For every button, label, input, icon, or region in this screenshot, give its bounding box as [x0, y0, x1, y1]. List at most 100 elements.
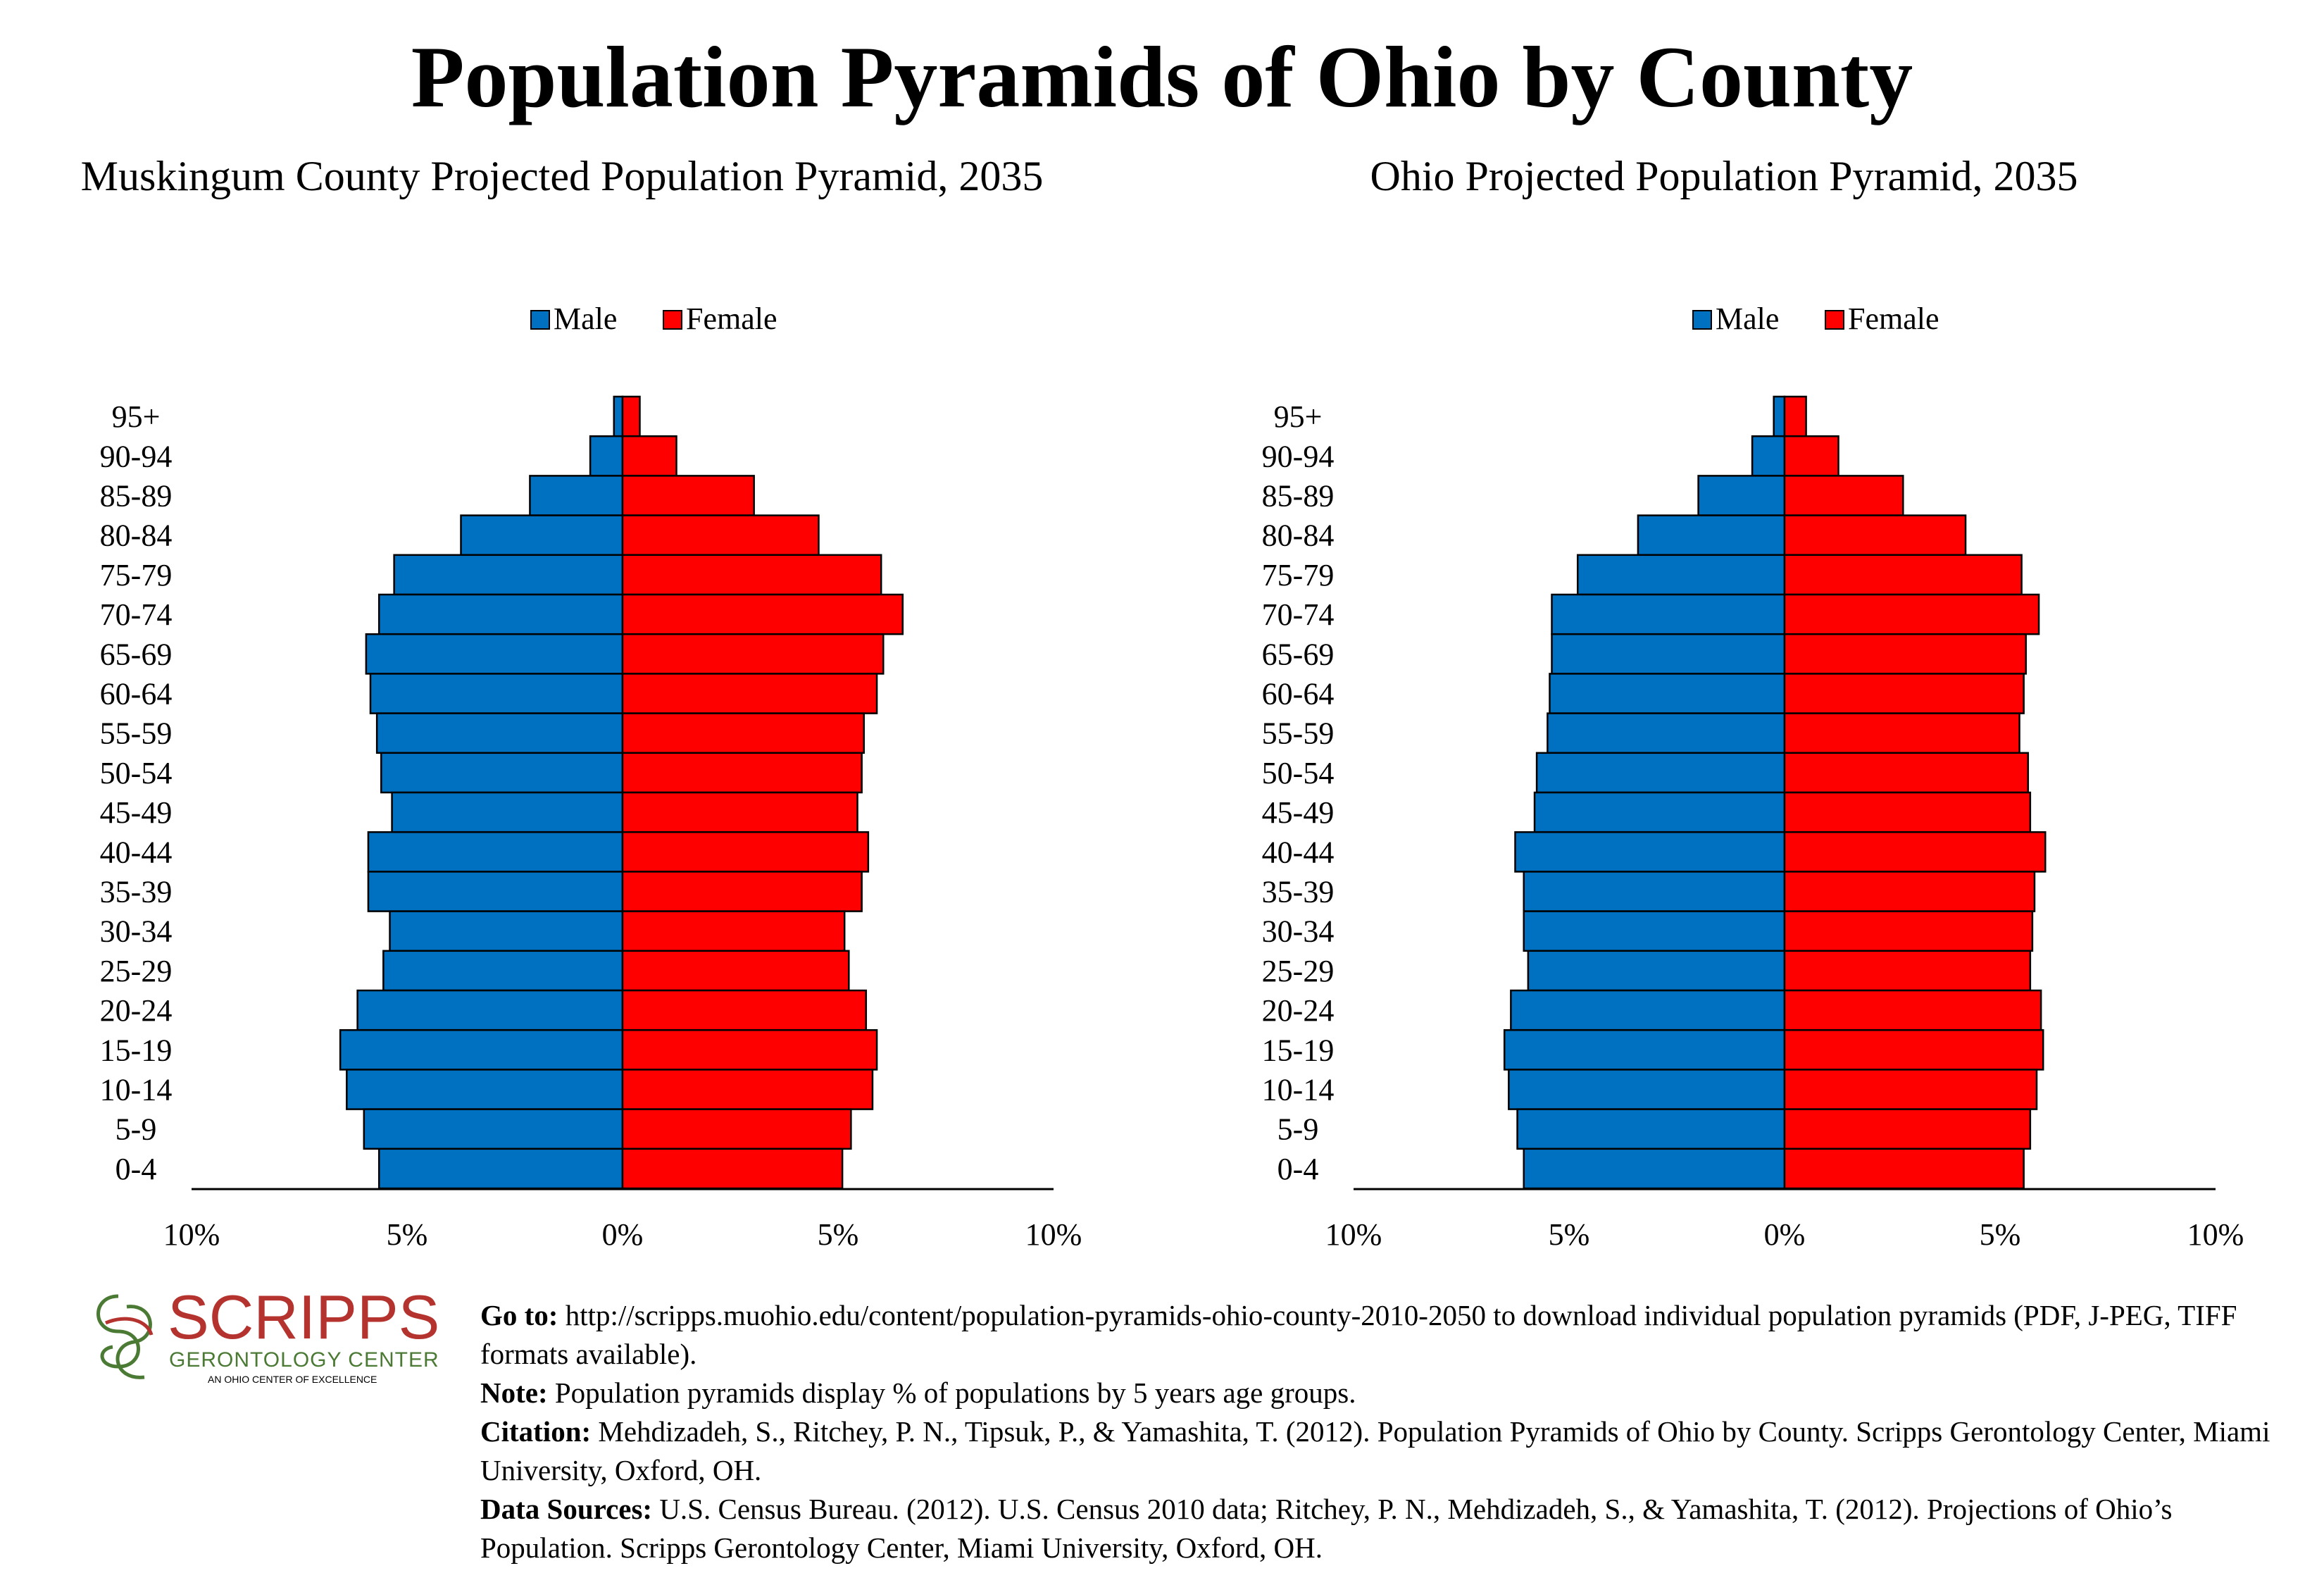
bar-male-70-74: [1551, 593, 1786, 635]
bar-male-55-59: [375, 712, 624, 754]
age-label: 80-84: [100, 518, 173, 553]
bar-female-85-89: [1783, 475, 1904, 516]
age-label: 75-79: [1262, 558, 1335, 592]
bar-male-95+: [1773, 395, 1786, 437]
bar-male-45-49: [1533, 791, 1786, 833]
muskingum-pyramid-chart: Muskingum County Projected Population Py…: [81, 153, 1082, 1252]
bar-male-0-4: [377, 1148, 624, 1190]
age-label: 35-39: [1262, 875, 1335, 909]
bar-female-25-29: [1783, 950, 2032, 992]
bar-male-95+: [613, 395, 624, 437]
legend-swatch-female: [663, 310, 682, 330]
bar-male-30-34: [1523, 910, 1786, 952]
chart-title: Ohio Projected Population Pyramid, 2035: [1370, 153, 2078, 199]
bar-male-10-14: [346, 1069, 624, 1110]
bar-male-25-29: [1527, 950, 1786, 992]
age-label: 95+: [1274, 399, 1323, 434]
bar-female-85-89: [621, 475, 755, 516]
age-label: 30-34: [1262, 914, 1335, 949]
bar-female-0-4: [621, 1148, 844, 1190]
legend-swatch-male: [530, 310, 550, 330]
age-label: 25-29: [100, 954, 173, 988]
ohio-pyramid-chart: Ohio Projected Population Pyramid, 2035 M…: [1262, 153, 2244, 1252]
age-label: 25-29: [1262, 954, 1335, 988]
bar-male-90-94: [589, 435, 624, 477]
age-label: 5-9: [115, 1112, 157, 1147]
bar-female-95+: [1783, 395, 1807, 437]
age-label: 0-4: [1277, 1152, 1319, 1186]
bar-female-5-9: [1783, 1108, 2032, 1150]
sources-line: Data Sources: U.S. Census Bureau. (2012)…: [480, 1490, 2311, 1567]
age-label: 45-49: [100, 795, 173, 830]
bar-male-65-69: [365, 633, 624, 675]
age-label: 75-79: [100, 558, 173, 592]
bar-male-45-49: [391, 791, 624, 833]
citation-text: Mehdizadeh, S., Ritchey, P. N., Tipsuk, …: [480, 1415, 2270, 1486]
bar-female-60-64: [621, 673, 878, 714]
age-label: 90-94: [100, 439, 173, 473]
age-label: 50-54: [1262, 756, 1335, 790]
bar-female-55-59: [1783, 712, 2020, 754]
bar-male-10-14: [1508, 1069, 1786, 1110]
bar-female-25-29: [621, 950, 850, 992]
age-label: 20-24: [1262, 993, 1335, 1028]
age-label: 0-4: [115, 1152, 157, 1186]
bar-female-75-79: [621, 554, 882, 596]
bar-male-35-39: [1523, 871, 1786, 912]
sources-label: Data Sources:: [480, 1493, 653, 1525]
bar-male-20-24: [1510, 989, 1786, 1031]
bar-female-90-94: [1783, 435, 1839, 477]
bar-female-70-74: [1783, 593, 2040, 635]
age-label: 40-44: [1262, 835, 1335, 869]
bar-female-40-44: [621, 831, 870, 873]
goto-line: Go to: http://scripps.muohio.edu/content…: [480, 1296, 2311, 1374]
bar-male-15-19: [339, 1028, 624, 1071]
age-label: 15-19: [100, 1033, 173, 1067]
legend-swatch-male: [1692, 310, 1712, 330]
age-label: 20-24: [100, 993, 173, 1028]
age-label: 55-59: [1262, 716, 1335, 751]
x-tick-label: 5%: [387, 1217, 428, 1252]
x-tick-label: 10%: [163, 1217, 220, 1252]
age-label: 70-74: [100, 597, 173, 632]
age-label: 85-89: [1262, 479, 1335, 514]
bar-female-35-39: [621, 871, 863, 912]
age-label: 65-69: [1262, 637, 1335, 671]
logo-subtitle: GERONTOLOGY CENTER: [169, 1348, 439, 1372]
bar-female-60-64: [1783, 673, 2025, 714]
age-label: 65-69: [100, 637, 173, 671]
bar-female-10-14: [621, 1069, 874, 1110]
age-label: 80-84: [1262, 518, 1335, 553]
bar-male-0-4: [1523, 1148, 1786, 1190]
x-tick-label: 5%: [818, 1217, 859, 1252]
bar-female-35-39: [1783, 871, 2036, 912]
bar-female-0-4: [1783, 1148, 2025, 1190]
bar-female-20-24: [621, 989, 868, 1031]
goto-label: Go to:: [480, 1299, 558, 1331]
legend-label-female: Female: [686, 302, 777, 336]
bar-male-25-29: [382, 950, 624, 992]
bar-female-45-49: [1783, 791, 2032, 833]
age-label: 70-74: [1262, 597, 1335, 632]
bar-male-60-64: [369, 673, 624, 714]
bar-male-80-84: [1637, 514, 1786, 557]
bar-male-85-89: [1697, 475, 1786, 516]
bar-male-60-64: [1549, 673, 1786, 714]
bar-male-40-44: [1514, 831, 1786, 873]
bar-female-90-94: [621, 435, 677, 477]
bar-female-10-14: [1783, 1069, 2038, 1110]
legend-label-male: Male: [1716, 302, 1779, 336]
note-label: Note:: [480, 1376, 548, 1409]
x-tick-label: 0%: [1764, 1217, 1806, 1252]
bar-male-90-94: [1751, 435, 1786, 477]
bar-female-80-84: [1783, 514, 1967, 557]
legend-label-male: Male: [554, 302, 617, 336]
age-label: 60-64: [1262, 677, 1335, 711]
age-label: 35-39: [100, 875, 173, 909]
note-line: Note: Population pyramids display % of p…: [480, 1374, 2311, 1412]
x-tick-label: 5%: [1980, 1217, 2021, 1252]
age-label: 5-9: [1277, 1112, 1319, 1147]
bar-female-75-79: [1783, 554, 2023, 596]
bar-male-55-59: [1547, 712, 1786, 754]
age-label: 40-44: [100, 835, 173, 869]
